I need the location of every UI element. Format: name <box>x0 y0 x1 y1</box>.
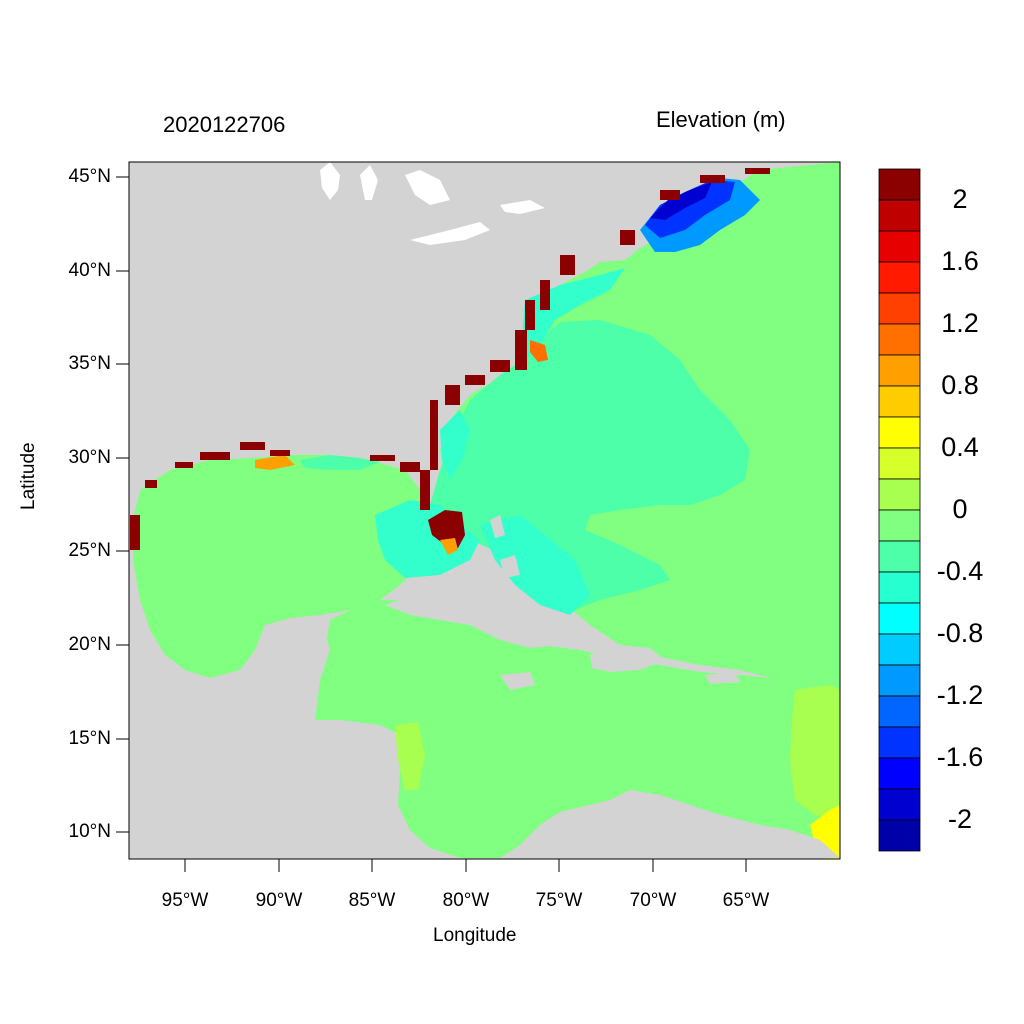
colorbar-swatch <box>878 540 921 573</box>
lat-tick-label: 35°N <box>68 353 111 374</box>
lon-tick-label: 75°W <box>535 890 583 911</box>
colorbar-swatch <box>878 695 921 728</box>
colorbar-swatch <box>878 478 921 511</box>
lat-tick-label: 45°N <box>68 166 111 187</box>
colorbar-swatch <box>878 385 921 418</box>
colorbar-swatch <box>878 757 921 790</box>
colorbar-swatch <box>878 726 921 759</box>
longitude-ticks <box>184 859 747 872</box>
colorbar-label: 2 <box>952 184 968 214</box>
date-label: 2020122706 <box>163 112 286 137</box>
lat-tick-label: 10°N <box>68 821 111 842</box>
great-lakes <box>320 162 545 245</box>
colorbar-swatch <box>878 168 921 201</box>
lon-tick-label: 85°W <box>348 890 396 911</box>
lat-tick-label: 20°N <box>68 634 111 655</box>
colorbar-swatch <box>878 819 921 852</box>
lon-tick-label: 65°W <box>722 890 770 911</box>
se-coast-anomaly <box>440 410 470 480</box>
eastern-caribbean-anomaly <box>790 685 840 820</box>
coastal-flooding-markers <box>130 168 770 550</box>
colorbar-swatch <box>878 633 921 666</box>
central-america-anomaly <box>395 722 425 790</box>
colorbar-swatch <box>878 447 921 480</box>
colorbar-label: 0 <box>952 494 968 524</box>
colorbar-label: -1.6 <box>936 742 984 772</box>
nc-coast-anomaly <box>530 340 548 362</box>
gulf-of-maine-surge-deep <box>650 182 712 220</box>
variable-label: Elevation (m) <box>656 107 786 132</box>
colorbar-label: 0.8 <box>941 370 979 400</box>
lon-tick-label: 90°W <box>255 890 303 911</box>
lon-tick-label: 95°W <box>161 890 209 911</box>
bahamas-anomaly <box>480 515 590 615</box>
lat-tick-label: 30°N <box>68 447 111 468</box>
colorbar-swatch <box>878 323 921 356</box>
map-frame <box>128 161 841 860</box>
colorbar-label: 1.2 <box>941 308 979 338</box>
florida-surge-edge <box>440 538 458 555</box>
colorbar-label: 1.6 <box>941 246 979 276</box>
lat-tick-label: 25°N <box>68 540 111 561</box>
colorbar-label: -1.2 <box>936 680 984 710</box>
latitude-ticks <box>116 176 129 833</box>
caribbean-landmasses <box>129 515 840 858</box>
gulf-of-maine-surge-core <box>645 180 735 238</box>
caribbean-sea <box>315 600 840 859</box>
colorbar-swatch <box>878 261 921 294</box>
colorbar-label: -0.4 <box>936 556 984 586</box>
map-panel <box>129 162 840 859</box>
colorbar-swatch <box>878 602 921 635</box>
colorbar-swatch <box>878 354 921 387</box>
colorbar-label: 0.4 <box>941 432 979 462</box>
colorbar-swatch <box>878 571 921 604</box>
lat-tick-label: 15°N <box>68 728 111 749</box>
colorbar-swatch <box>878 292 921 325</box>
colorbar-label: -0.8 <box>936 618 984 648</box>
gulf-coast-anomaly <box>300 455 380 470</box>
gulf-of-mexico <box>133 455 450 678</box>
colorbar-swatch <box>878 509 921 542</box>
lon-tick-label: 70°W <box>629 890 677 911</box>
lat-tick-label: 40°N <box>68 260 111 281</box>
florida-surge <box>428 510 465 548</box>
colorbar-swatch <box>878 664 921 697</box>
colorbar-swatch <box>878 230 921 263</box>
x-axis-label: Longitude <box>433 925 517 946</box>
colorbar-swatch <box>878 199 921 232</box>
colorbar <box>878 168 921 852</box>
colorbar-swatch <box>878 416 921 449</box>
lon-tick-label: 80°W <box>442 890 490 911</box>
colorbar-label: -2 <box>947 804 972 834</box>
colorbar-swatch <box>878 788 921 821</box>
louisiana-coast-anomaly <box>255 455 295 470</box>
